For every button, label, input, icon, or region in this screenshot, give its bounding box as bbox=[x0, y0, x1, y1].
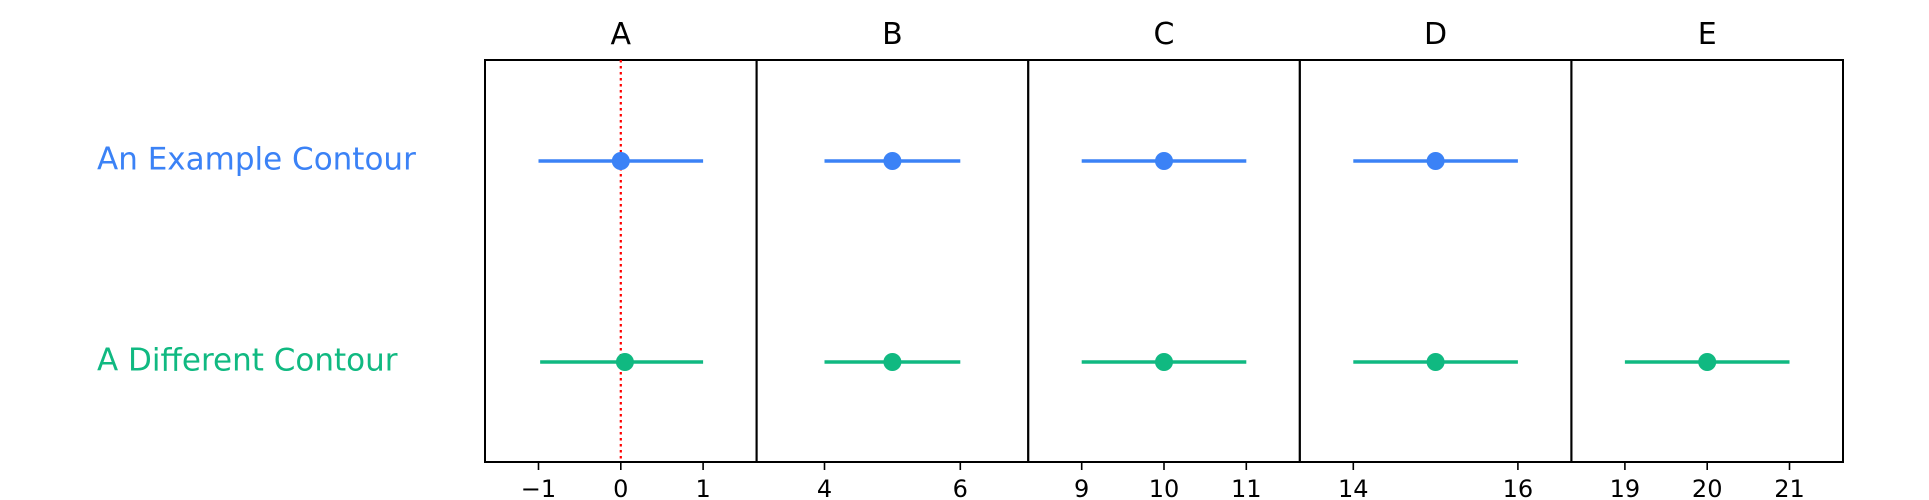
data-point bbox=[1698, 353, 1717, 371]
data-point bbox=[883, 353, 902, 371]
x-tick-label: 9 bbox=[1074, 475, 1089, 500]
x-tick-label: 19 bbox=[1610, 475, 1641, 500]
row-label: A Different Contour bbox=[97, 343, 398, 379]
panel-title: D bbox=[1424, 17, 1447, 52]
x-tick-label: 14 bbox=[1338, 475, 1369, 500]
panel-frame bbox=[1298, 59, 1573, 463]
x-tick-label: 1 bbox=[695, 475, 710, 500]
panel-frame bbox=[755, 59, 1030, 463]
data-point bbox=[611, 152, 630, 170]
x-tick-label: 10 bbox=[1149, 475, 1180, 500]
panel-frame bbox=[1027, 59, 1301, 463]
x-tick-label: −1 bbox=[521, 475, 556, 500]
x-tick-label: 0 bbox=[613, 475, 628, 500]
data-point bbox=[1426, 353, 1445, 371]
panel-title: B bbox=[882, 17, 903, 52]
x-tick-label: 16 bbox=[1503, 475, 1534, 500]
data-point bbox=[883, 152, 902, 170]
panel-title: A bbox=[611, 17, 632, 52]
panel-title: C bbox=[1154, 17, 1175, 52]
x-tick-label: 4 bbox=[817, 475, 832, 500]
x-tick-label: 11 bbox=[1231, 475, 1262, 500]
row-label: An Example Contour bbox=[97, 142, 416, 178]
data-point bbox=[1155, 152, 1173, 170]
data-point bbox=[1426, 152, 1445, 170]
data-point bbox=[615, 353, 634, 371]
x-tick-label: 6 bbox=[953, 475, 968, 500]
x-tick-label: 20 bbox=[1692, 475, 1723, 500]
x-tick-label: 21 bbox=[1774, 475, 1805, 500]
data-point bbox=[1155, 353, 1173, 371]
panel-frame bbox=[1570, 59, 1845, 463]
panel-title: E bbox=[1698, 17, 1717, 52]
